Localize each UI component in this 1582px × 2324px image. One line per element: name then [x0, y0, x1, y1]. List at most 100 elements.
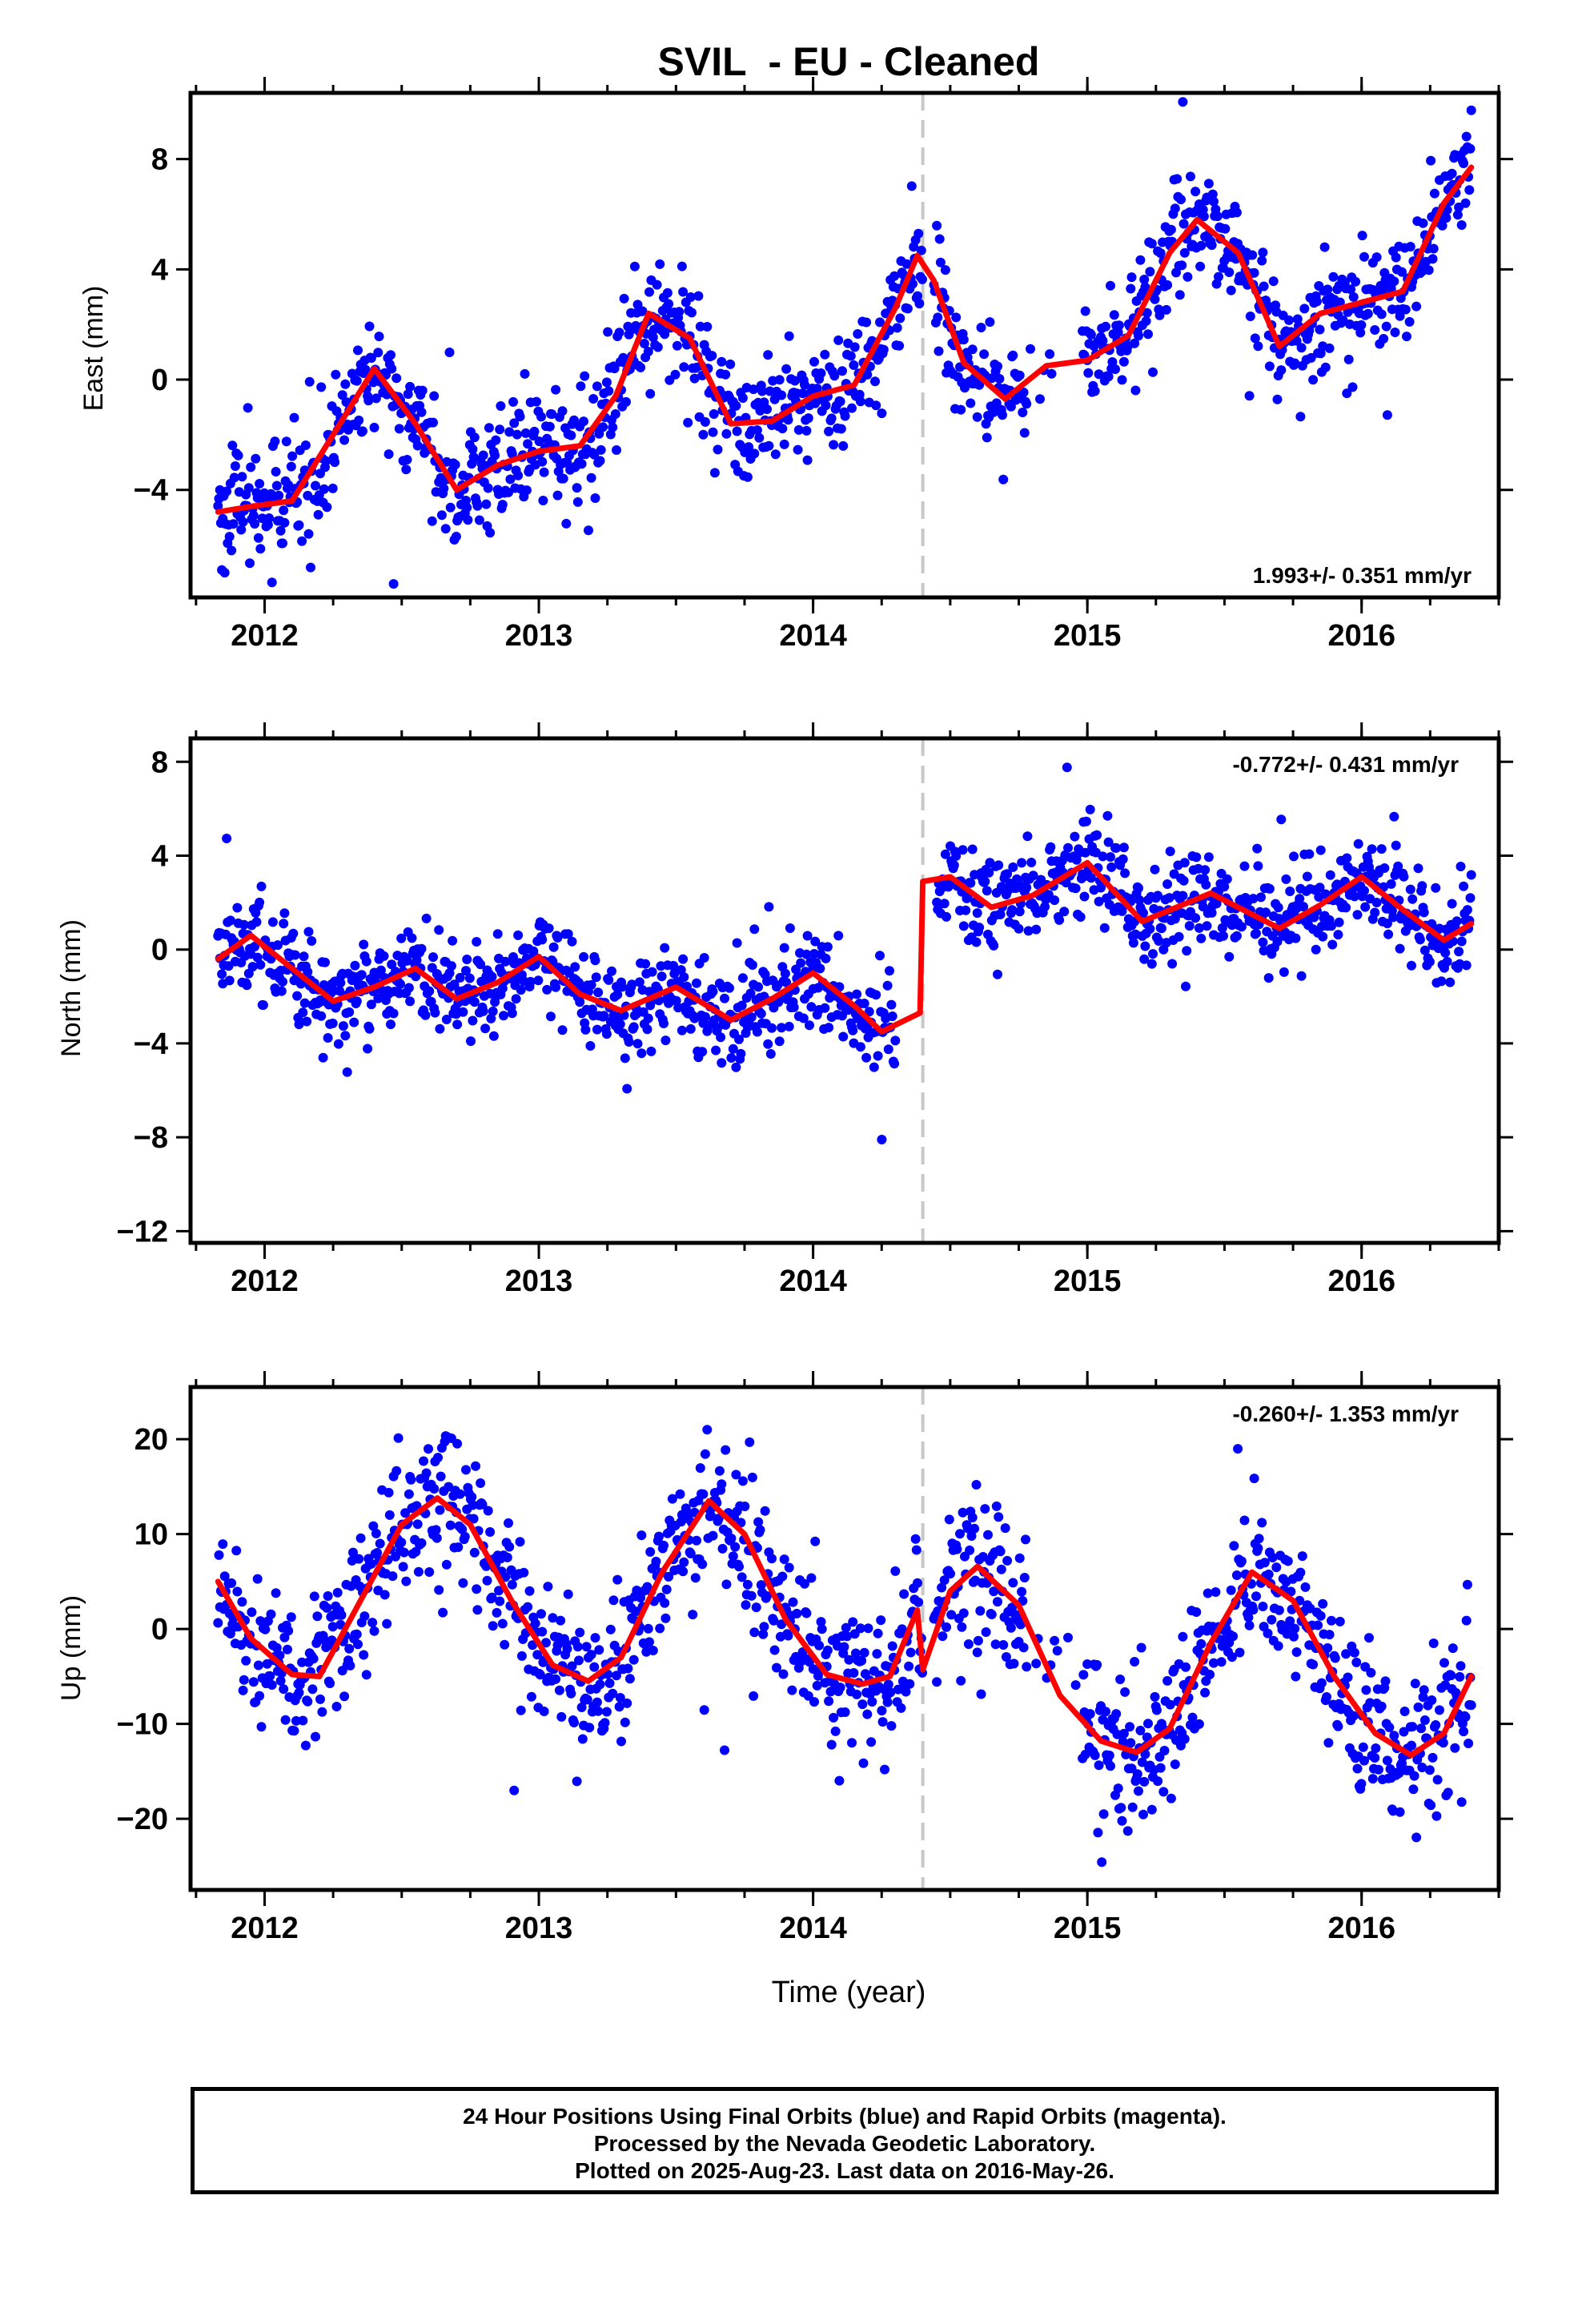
- north-position-point: [1383, 929, 1394, 939]
- up-position-point: [756, 1580, 766, 1590]
- north-model-curve: [215, 859, 1475, 1035]
- east-position-point: [1296, 343, 1307, 353]
- north-position-point: [1139, 954, 1150, 964]
- footer-box: 24 Hour Positions Using Final Orbits (bl…: [191, 2087, 1499, 2194]
- east-position-point: [608, 422, 618, 432]
- north-position-point: [697, 1047, 708, 1057]
- up-position-point: [1366, 1667, 1376, 1678]
- up-position-point: [271, 1642, 282, 1653]
- east-position-point: [515, 412, 525, 422]
- east-position-point: [520, 368, 530, 379]
- east-position-point: [596, 444, 606, 455]
- east-position-point: [1249, 267, 1259, 278]
- up-position-point: [1461, 1615, 1472, 1626]
- east-position-point: [836, 424, 846, 434]
- east-position-point: [985, 317, 995, 328]
- north-position-point: [700, 1011, 710, 1022]
- east-position-point: [1094, 369, 1104, 380]
- east-position-point: [485, 528, 496, 538]
- up-position-point: [584, 1723, 595, 1733]
- east-position-point: [1014, 370, 1025, 380]
- east-position-point: [300, 440, 311, 450]
- north-position-point: [1202, 921, 1212, 931]
- up-position-point: [554, 1685, 564, 1695]
- north-position-point: [1085, 804, 1095, 814]
- up-position-point: [877, 1717, 888, 1727]
- up-position-point: [1170, 1759, 1180, 1770]
- north-position-point: [1419, 907, 1429, 918]
- north-position-point: [225, 915, 235, 926]
- up-position-point: [905, 1679, 915, 1689]
- east-position-point: [497, 500, 508, 510]
- east-position-point: [1209, 196, 1219, 207]
- east-position-point: [267, 577, 277, 588]
- up-position-point: [614, 1702, 624, 1712]
- north-position-point: [1456, 936, 1467, 947]
- north-position-point: [634, 977, 644, 987]
- up-position-point: [213, 1618, 223, 1628]
- north-position-point: [604, 975, 614, 985]
- north-position-point: [290, 950, 300, 960]
- north-position-point: [1386, 879, 1396, 889]
- east-position-point: [1244, 391, 1255, 401]
- east-position-point: [1199, 211, 1209, 222]
- up-position-point: [382, 1618, 392, 1629]
- up-position-point: [286, 1612, 296, 1622]
- up-position-point: [1194, 1719, 1204, 1729]
- east-position-point: [889, 271, 900, 281]
- north-position-point: [1150, 864, 1160, 875]
- north-position-point: [820, 1003, 830, 1013]
- up-position-point: [1370, 1753, 1380, 1763]
- east-position-point: [340, 379, 351, 389]
- east-position-point: [484, 423, 494, 433]
- north-position-point: [435, 1023, 445, 1034]
- east-position-point: [245, 558, 255, 569]
- up-position-point: [1459, 1727, 1469, 1737]
- up-position-point: [1316, 1678, 1327, 1688]
- east-position-point: [812, 384, 822, 394]
- north-position-point: [298, 1007, 308, 1018]
- east-position-point: [1351, 276, 1361, 287]
- up-position-point: [717, 1543, 728, 1554]
- east-position-point: [250, 519, 260, 529]
- north-position-point: [716, 1032, 726, 1043]
- east-position-point: [1272, 394, 1283, 404]
- east-position-point: [558, 473, 568, 484]
- up-position-point: [231, 1546, 242, 1556]
- east-position-point: [1207, 240, 1217, 251]
- north-position-point: [1253, 861, 1263, 871]
- north-position-point: [1071, 854, 1082, 865]
- east-position-point: [1428, 243, 1439, 254]
- up-position-point: [1374, 1764, 1383, 1775]
- up-position-point: [810, 1536, 821, 1546]
- east-position-point: [508, 396, 518, 407]
- east-position-point: [1226, 285, 1236, 296]
- north-position-point: [620, 1053, 630, 1063]
- up-position-point: [321, 1642, 331, 1652]
- east-position-point: [1207, 189, 1218, 199]
- north-position-point: [476, 959, 486, 970]
- up-position-point: [556, 1711, 567, 1722]
- up-position-point: [976, 1689, 986, 1699]
- north-position-point: [592, 1024, 602, 1035]
- east-position-point: [655, 259, 665, 269]
- north-position-point: [624, 1037, 634, 1047]
- east-position-point: [1456, 220, 1467, 230]
- east-position-point: [1250, 333, 1260, 344]
- up-position-point: [1254, 1534, 1264, 1544]
- east-position-point: [537, 456, 548, 467]
- north-position-point: [949, 860, 959, 870]
- north-daily-positions: [213, 762, 1476, 1144]
- east-position-point: [1405, 242, 1415, 251]
- north-position-point: [251, 917, 262, 927]
- north-position-point: [256, 881, 267, 891]
- north-position-point: [1167, 959, 1178, 969]
- up-position-point: [435, 1505, 445, 1515]
- north-position-point: [1014, 923, 1024, 934]
- east-position-point: [509, 418, 520, 428]
- east-position-point: [590, 493, 600, 503]
- up-position-point: [938, 1631, 948, 1642]
- east-position-point: [512, 429, 522, 440]
- up-position-point: [749, 1691, 759, 1701]
- up-position-point: [1361, 1685, 1371, 1695]
